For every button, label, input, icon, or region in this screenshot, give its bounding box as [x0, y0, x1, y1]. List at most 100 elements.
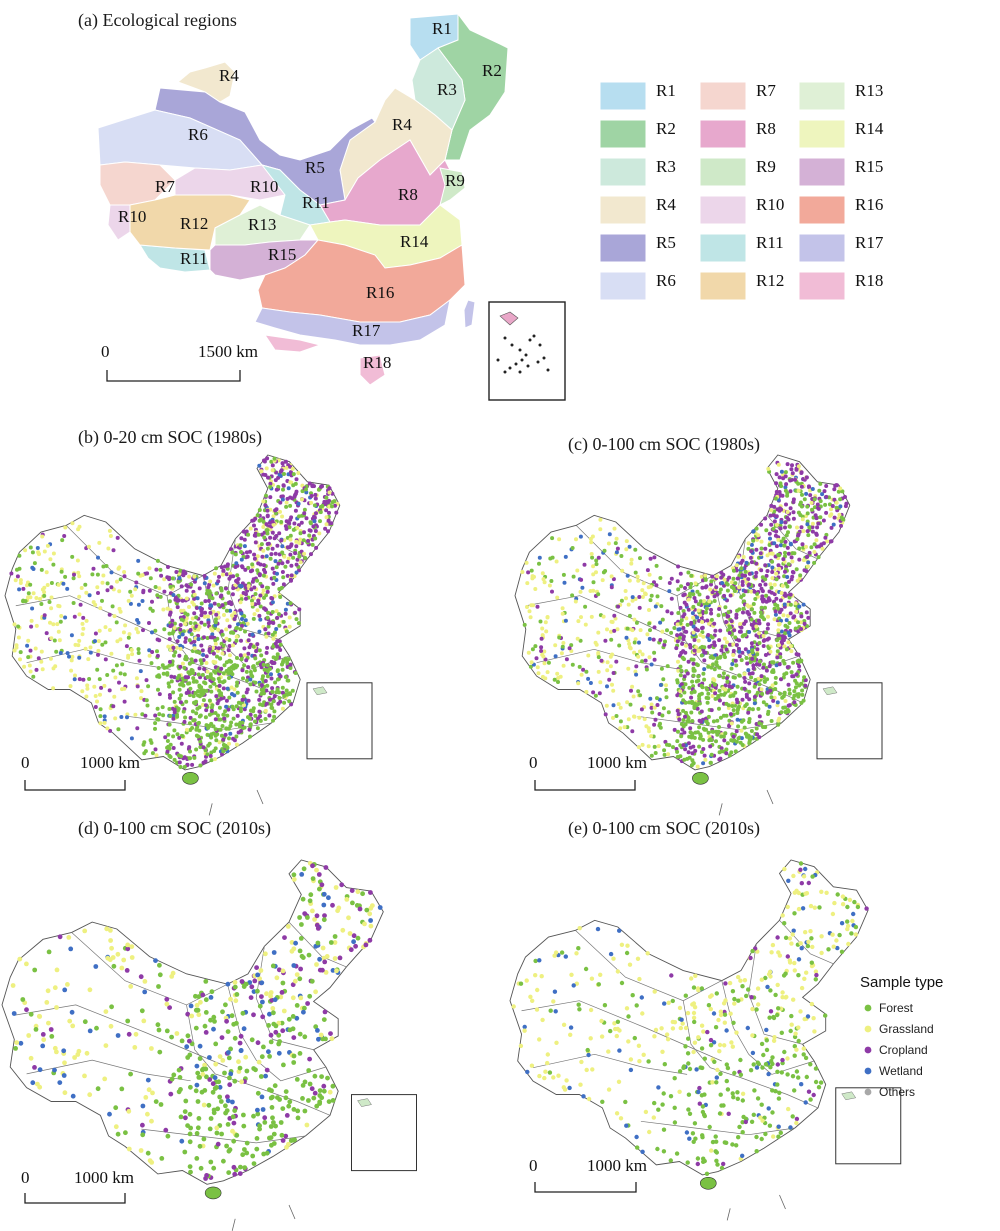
sample-point: [689, 695, 694, 700]
sample-point: [801, 529, 806, 534]
sample-point: [759, 522, 764, 527]
sample-point: [253, 602, 258, 607]
sample-point: [70, 654, 75, 659]
sample-point: [637, 649, 642, 654]
sample-point: [301, 538, 306, 543]
sample-point: [791, 516, 796, 521]
sample-point: [794, 567, 799, 572]
sample-point: [277, 472, 282, 477]
sample-point: [133, 712, 138, 717]
sample-point: [719, 746, 724, 751]
sample-point: [83, 646, 88, 651]
sample-point: [198, 763, 203, 768]
sample-point: [52, 1045, 58, 1051]
sample-point: [801, 558, 806, 563]
sample-point: [727, 631, 732, 635]
sample-point: [184, 588, 189, 593]
sample-point: [692, 596, 697, 600]
sample-point: [535, 604, 540, 609]
sample-point: [799, 1082, 804, 1087]
sample-point: [683, 682, 688, 687]
sample-point: [681, 743, 686, 748]
sample-point: [730, 662, 735, 666]
sample-point: [147, 648, 152, 653]
sample-point: [737, 673, 742, 678]
south-china-sea-inset: [351, 1094, 417, 1172]
sample-point: [835, 945, 840, 951]
sample-point: [275, 639, 280, 644]
sample-point: [761, 634, 766, 638]
sample-point: [542, 661, 547, 666]
sample-point: [94, 1025, 99, 1031]
sample-point: [715, 1162, 720, 1167]
sample-point: [48, 656, 53, 661]
sample-point: [788, 644, 793, 649]
sample-point: [262, 535, 267, 540]
sample-point: [528, 664, 533, 669]
sample-point: [270, 1115, 275, 1121]
sample-point: [728, 1011, 733, 1016]
sample-point: [691, 604, 696, 609]
sample-point: [569, 643, 574, 648]
sample-point: [317, 956, 322, 962]
sample-point: [581, 667, 586, 672]
sample-point: [177, 635, 182, 639]
sample-point: [82, 1073, 87, 1079]
sample-point: [570, 546, 575, 550]
sample-point: [783, 623, 788, 628]
sample-point: [610, 652, 615, 657]
sample-point: [118, 577, 123, 582]
sample-point: [10, 983, 16, 988]
sample-point: [270, 686, 275, 691]
sample-point: [113, 675, 118, 680]
sample-point: [257, 976, 262, 981]
sample-point: [679, 682, 684, 687]
sample-point: [785, 1056, 790, 1061]
sample-point: [229, 1013, 235, 1019]
sample-point: [840, 902, 846, 907]
legend-swatch: [699, 271, 747, 301]
sample-point: [632, 617, 637, 622]
sample-point: [698, 613, 702, 618]
sample-point: [796, 488, 801, 493]
sample-point: [782, 635, 787, 640]
sample-point: [346, 915, 351, 921]
sample-point: [247, 716, 252, 721]
sample-point: [306, 538, 311, 543]
sample-point: [715, 656, 720, 661]
sample-point: [534, 656, 539, 661]
sample-point: [692, 1005, 698, 1010]
sample-point: [241, 1123, 247, 1129]
sample-point: [77, 594, 82, 599]
sample-point: [188, 1003, 194, 1009]
sample-point: [177, 760, 182, 765]
sample-point: [61, 1073, 67, 1078]
sample-point: [149, 1160, 155, 1165]
sample-point: [255, 1040, 261, 1046]
sample-point: [265, 508, 270, 513]
sample-point: [675, 749, 680, 754]
sample-point: [169, 1076, 175, 1082]
sample-point: [798, 620, 803, 625]
sample-point: [775, 1012, 780, 1018]
sample-point: [800, 906, 806, 911]
sample-point: [295, 1108, 301, 1114]
sample-point: [163, 735, 168, 740]
sample-point: [823, 502, 828, 507]
sample-point: [818, 481, 823, 486]
sample-point: [194, 1002, 200, 1008]
sample-point: [794, 1116, 800, 1122]
sample-point: [768, 513, 773, 518]
sample-point: [65, 982, 70, 987]
sample-point: [242, 725, 247, 730]
sample-point: [255, 608, 260, 613]
sample-point: [598, 972, 603, 977]
sample-point: [840, 894, 846, 899]
sample-point: [759, 605, 764, 610]
sample-point: [765, 637, 770, 642]
sample-point: [683, 586, 687, 590]
hainan-island: [699, 1176, 717, 1190]
sample-point: [759, 539, 764, 544]
sample-point: [157, 1049, 163, 1055]
sample-point: [315, 1028, 320, 1033]
